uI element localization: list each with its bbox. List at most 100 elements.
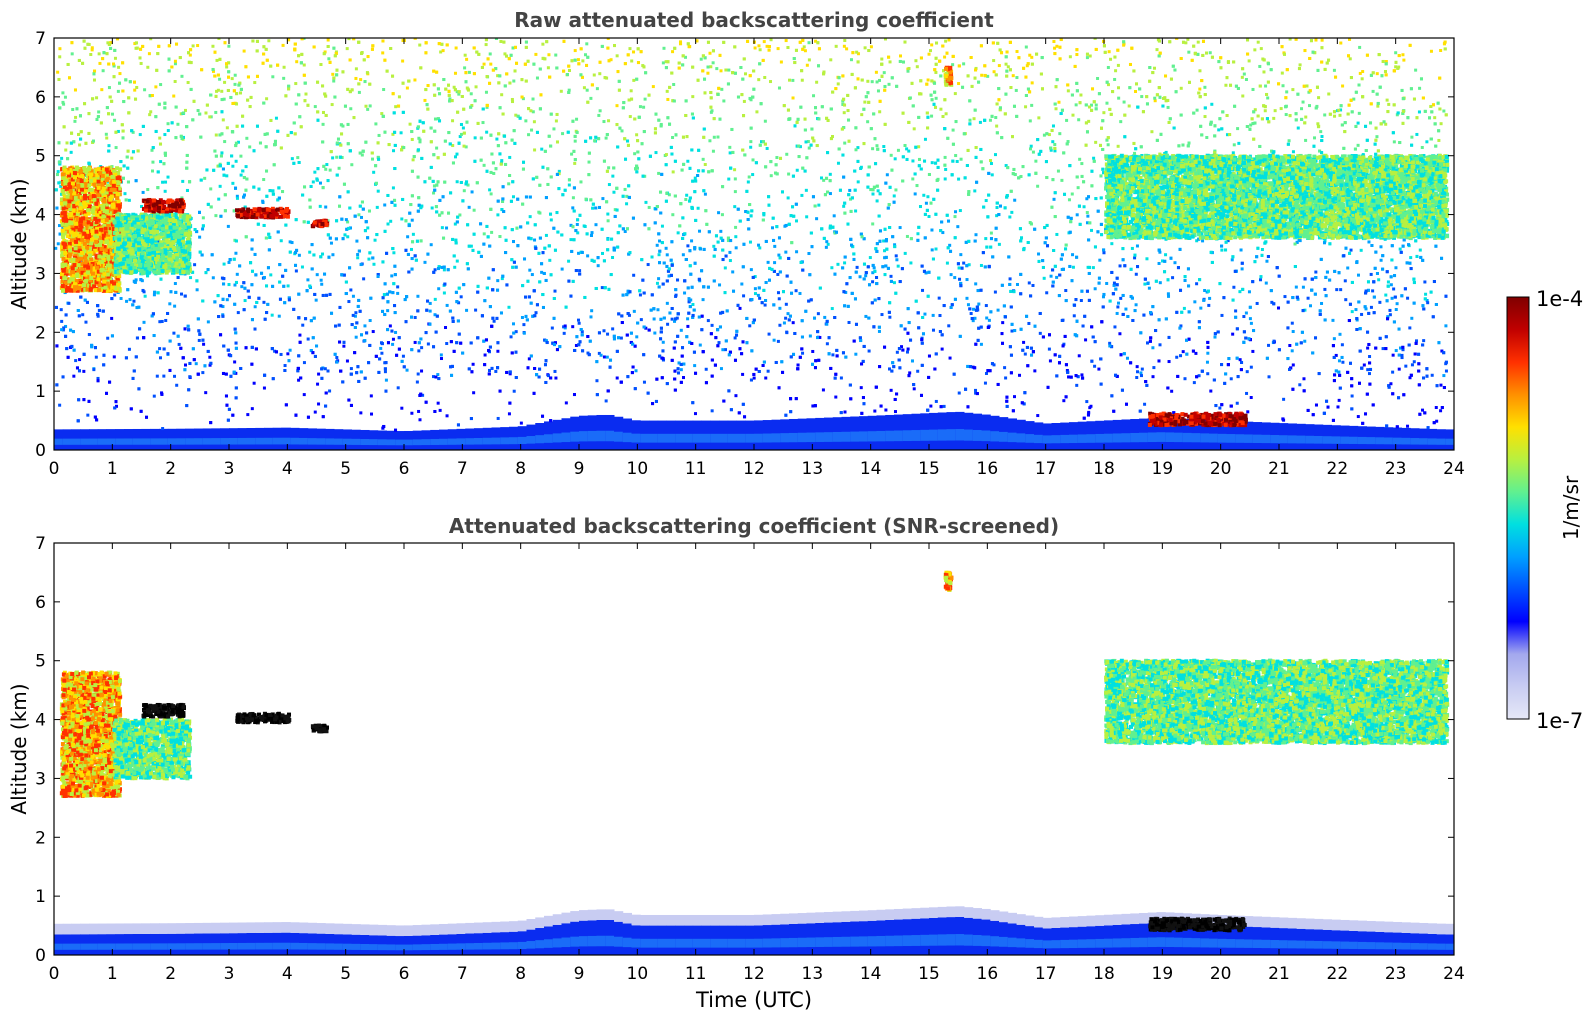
noise-pixel	[234, 141, 238, 145]
noise-pixel	[954, 154, 958, 158]
noise-pixel	[512, 322, 516, 326]
noise-pixel	[830, 266, 834, 270]
noise-pixel	[805, 63, 809, 67]
noise-pixel	[321, 122, 325, 126]
noise-pixel	[294, 269, 298, 273]
noise-pixel	[632, 273, 636, 277]
noise-pixel	[1409, 256, 1413, 260]
noise-pixel	[433, 268, 437, 272]
noise-pixel	[1201, 239, 1205, 243]
noise-pixel	[801, 351, 805, 355]
noise-pixel	[930, 248, 934, 252]
noise-pixel	[474, 308, 478, 312]
noise-pixel	[990, 173, 994, 177]
noise-pixel	[188, 53, 192, 57]
noise-pixel	[324, 205, 328, 209]
noise-pixel	[1037, 116, 1041, 120]
noise-pixel	[1366, 346, 1370, 350]
noise-pixel	[1348, 57, 1352, 61]
noise-pixel	[1302, 377, 1306, 381]
noise-pixel	[906, 69, 910, 73]
noise-pixel	[1091, 266, 1095, 270]
noise-pixel	[1234, 309, 1238, 313]
noise-pixel	[335, 356, 339, 360]
noise-pixel	[401, 59, 405, 63]
noise-pixel	[908, 371, 912, 375]
noise-pixel	[354, 335, 358, 339]
noise-pixel	[564, 401, 568, 405]
noise-pixel	[1206, 372, 1210, 376]
noise-pixel	[96, 376, 100, 380]
noise-pixel	[896, 264, 900, 268]
noise-pixel	[417, 349, 421, 353]
noise-pixel	[223, 140, 227, 144]
noise-pixel	[630, 59, 634, 63]
noise-pixel	[657, 253, 661, 257]
noise-pixel	[215, 89, 219, 93]
noise-pixel	[1377, 278, 1381, 282]
boundary-layer-cell	[981, 430, 991, 442]
noise-pixel	[628, 115, 632, 119]
noise-pixel	[882, 145, 886, 149]
noise-pixel	[391, 337, 395, 341]
noise-pixel	[173, 304, 177, 308]
noise-pixel	[482, 163, 486, 167]
noise-pixel	[643, 97, 647, 101]
noise-pixel	[227, 260, 231, 264]
noise-pixel	[848, 188, 852, 192]
noise-pixel	[1420, 145, 1424, 149]
noise-pixel	[967, 263, 971, 267]
noise-pixel	[1332, 337, 1336, 341]
noise-pixel	[632, 50, 636, 54]
noise-pixel	[176, 122, 180, 126]
noise-pixel	[141, 190, 145, 194]
noise-pixel	[995, 124, 999, 128]
noise-pixel	[366, 226, 370, 230]
noise-pixel	[1237, 141, 1241, 145]
noise-pixel	[733, 336, 737, 340]
noise-pixel	[308, 250, 312, 254]
noise-pixel	[435, 146, 439, 150]
noise-pixel	[1359, 248, 1363, 252]
noise-pixel	[748, 324, 752, 328]
noise-pixel	[359, 78, 363, 82]
noise-pixel	[245, 136, 249, 140]
noise-pixel	[347, 300, 351, 304]
noise-pixel	[747, 175, 751, 179]
noise-pixel	[368, 104, 372, 108]
noise-pixel	[82, 369, 86, 373]
noise-pixel	[489, 192, 493, 196]
noise-pixel	[351, 294, 355, 298]
noise-pixel	[1130, 246, 1134, 250]
noise-pixel	[573, 49, 577, 53]
noise-pixel	[770, 226, 774, 230]
noise-pixel	[842, 44, 846, 48]
noise-pixel	[646, 263, 650, 267]
noise-pixel	[463, 66, 467, 70]
noise-pixel	[313, 170, 317, 174]
noise-pixel	[580, 330, 584, 334]
noise-pixel	[519, 421, 523, 425]
noise-pixel	[993, 153, 997, 157]
noise-pixel	[377, 133, 381, 137]
noise-pixel	[791, 321, 795, 325]
noise-pixel	[1110, 242, 1114, 246]
noise-pixel	[413, 316, 417, 320]
noise-pixel	[619, 336, 623, 340]
noise-pixel	[657, 277, 661, 281]
noise-pixel	[1195, 282, 1199, 286]
noise-pixel	[597, 351, 601, 355]
boundary-layer-cell	[474, 437, 484, 445]
noise-pixel	[1247, 59, 1251, 63]
noise-pixel	[615, 376, 619, 380]
noise-pixel	[110, 316, 114, 320]
noise-pixel	[350, 163, 354, 167]
noise-pixel	[494, 369, 498, 373]
noise-pixel	[980, 73, 984, 77]
noise-pixel	[930, 43, 934, 47]
noise-pixel	[326, 219, 330, 223]
noise-pixel	[1158, 343, 1162, 347]
noise-pixel	[1112, 281, 1116, 285]
noise-pixel	[1267, 375, 1271, 379]
noise-pixel	[1167, 360, 1171, 364]
